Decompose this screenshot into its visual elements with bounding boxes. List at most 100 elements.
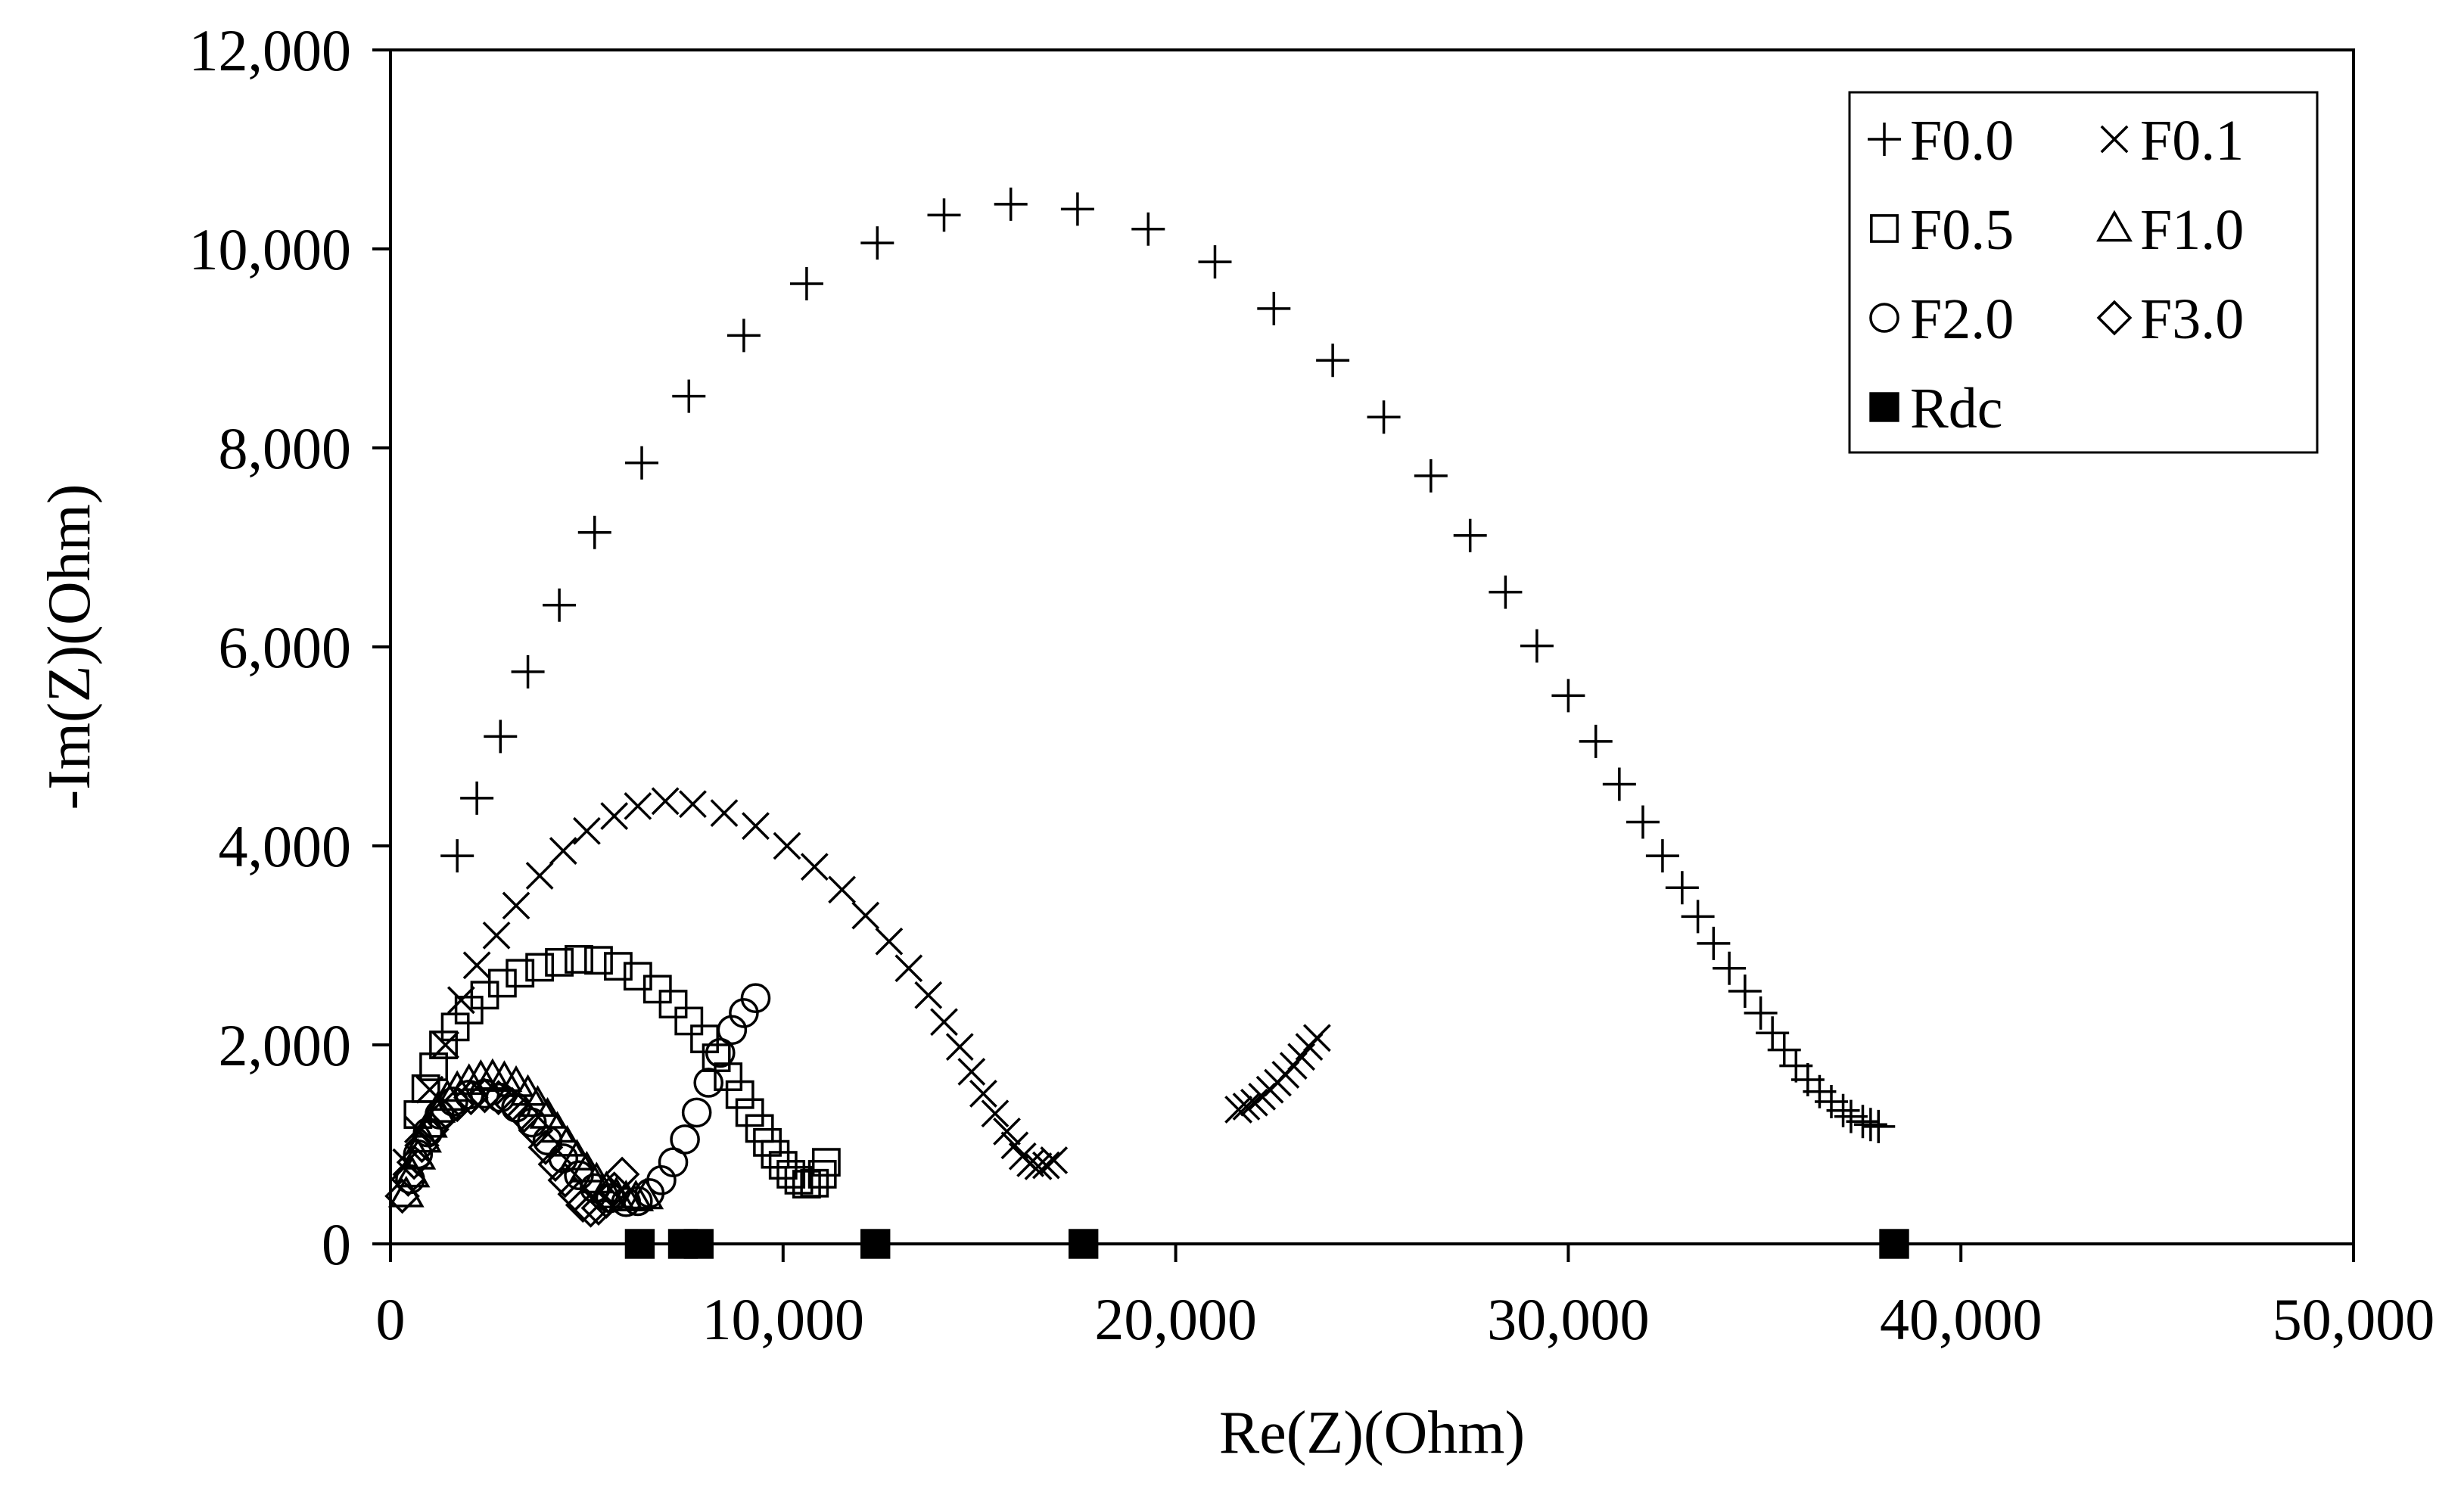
data-point bbox=[484, 720, 518, 754]
data-point bbox=[740, 983, 771, 1013]
data-point bbox=[419, 1052, 448, 1081]
data-point bbox=[1602, 767, 1636, 801]
data-point bbox=[981, 1099, 1010, 1128]
y-axis-title: -Im(Z)(Ohm) bbox=[36, 484, 103, 810]
data-point bbox=[482, 921, 511, 950]
data-point bbox=[860, 1229, 891, 1259]
data-point bbox=[1862, 1109, 1896, 1143]
data-point bbox=[811, 1148, 841, 1177]
data-point bbox=[693, 1068, 724, 1098]
data-point bbox=[573, 1192, 608, 1228]
data-point bbox=[439, 1087, 475, 1123]
data-point bbox=[742, 812, 770, 841]
data-point bbox=[735, 1098, 764, 1127]
x-tick-label: 30,000 bbox=[1487, 1286, 1650, 1352]
data-point bbox=[1665, 871, 1699, 905]
data-point bbox=[1198, 245, 1232, 279]
data-point bbox=[467, 1077, 502, 1114]
data-point bbox=[446, 986, 475, 1015]
data-point bbox=[681, 1097, 712, 1128]
data-point bbox=[462, 951, 491, 980]
data-point bbox=[1316, 344, 1350, 378]
data-point bbox=[603, 952, 633, 981]
data-point bbox=[1756, 1016, 1790, 1050]
data-point bbox=[487, 968, 517, 998]
data-point bbox=[914, 981, 943, 1009]
series-f3-0 bbox=[384, 1077, 640, 1228]
data-point bbox=[789, 267, 823, 301]
data-point bbox=[945, 1033, 974, 1062]
data-point bbox=[710, 799, 739, 828]
x-axis-title: Re(Z)(Ohm) bbox=[1219, 1400, 1525, 1466]
data-point bbox=[573, 816, 601, 845]
data-point bbox=[1367, 400, 1401, 434]
data-point bbox=[604, 1156, 640, 1192]
legend-marker bbox=[2096, 210, 2133, 242]
series-f0-1 bbox=[392, 787, 1331, 1180]
data-point bbox=[502, 891, 530, 920]
legend-marker bbox=[2100, 125, 2129, 154]
data-point bbox=[584, 946, 613, 975]
x-tick-label: 50,000 bbox=[2273, 1286, 2435, 1352]
data-point bbox=[624, 1229, 655, 1259]
data-point bbox=[860, 226, 894, 260]
data-point bbox=[894, 954, 923, 983]
data-point bbox=[651, 787, 680, 816]
data-point bbox=[717, 1015, 748, 1046]
data-point bbox=[994, 187, 1028, 221]
data-point bbox=[1744, 996, 1778, 1030]
data-point bbox=[1224, 1096, 1253, 1124]
data-point bbox=[768, 1151, 798, 1180]
legend-marker bbox=[1869, 303, 1899, 333]
data-point bbox=[851, 901, 880, 930]
data-point bbox=[1626, 805, 1660, 839]
data-marks bbox=[384, 187, 1909, 1259]
data-point bbox=[525, 862, 554, 890]
data-point bbox=[1520, 629, 1554, 663]
data-point bbox=[1060, 192, 1094, 226]
data-point bbox=[600, 802, 629, 830]
data-point bbox=[450, 1063, 487, 1096]
data-point bbox=[800, 853, 829, 881]
y-tick-label: 6,000 bbox=[219, 614, 352, 680]
x-tick-label: 0 bbox=[376, 1286, 406, 1352]
legend-entry: F0.5 bbox=[1870, 198, 2014, 262]
data-point bbox=[1826, 1093, 1860, 1127]
legend-marker bbox=[1868, 123, 1901, 156]
data-point bbox=[549, 837, 577, 865]
y-tick-label: 10,000 bbox=[189, 216, 352, 282]
data-point bbox=[1232, 1093, 1261, 1121]
data-point bbox=[761, 1139, 790, 1169]
series-f0-0 bbox=[440, 187, 1896, 1143]
data-point bbox=[1846, 1105, 1880, 1139]
data-point bbox=[425, 1097, 462, 1133]
data-point bbox=[596, 1171, 633, 1208]
y-tick-label: 4,000 bbox=[219, 813, 352, 879]
data-point bbox=[725, 1080, 754, 1109]
data-point bbox=[580, 1190, 617, 1226]
data-point bbox=[565, 945, 593, 974]
data-point bbox=[537, 1146, 574, 1183]
y-axis: 0 2,000 4,000 6,000 8,000 10,000 12,000 bbox=[189, 17, 390, 1277]
legend: F0.0 F0.1 F0.5 F1.0 F2.0 F3.0 Rdc bbox=[1848, 91, 2319, 454]
data-point bbox=[1453, 518, 1487, 552]
data-point bbox=[414, 1111, 450, 1148]
data-point bbox=[1551, 679, 1585, 713]
data-point bbox=[674, 1006, 704, 1036]
data-point bbox=[1040, 1146, 1069, 1174]
data-point bbox=[511, 654, 545, 689]
legend-marker bbox=[1870, 214, 1899, 243]
data-point bbox=[729, 998, 759, 1028]
data-point bbox=[506, 1097, 542, 1133]
x-axis: 0 10,000 20,000 30,000 40,000 50,000 bbox=[376, 1244, 2435, 1352]
legend-marker bbox=[1869, 392, 1899, 422]
data-point bbox=[454, 996, 484, 1024]
data-point bbox=[625, 446, 659, 480]
data-point bbox=[1240, 1088, 1268, 1117]
data-point bbox=[1579, 724, 1613, 758]
data-point bbox=[672, 379, 706, 413]
legend-label: F1.0 bbox=[2140, 198, 2244, 262]
data-point bbox=[543, 588, 577, 622]
data-point bbox=[453, 1080, 489, 1116]
data-point bbox=[1713, 951, 1747, 985]
